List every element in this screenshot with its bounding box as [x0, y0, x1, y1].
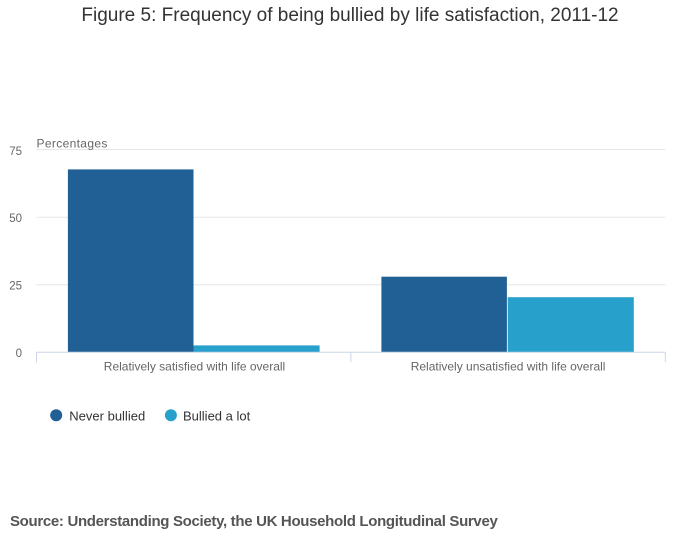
svg-text:Never bullied: Never bullied: [69, 409, 145, 424]
svg-text:25: 25: [9, 281, 22, 293]
svg-text:75: 75: [9, 146, 22, 158]
svg-text:50: 50: [9, 213, 22, 225]
svg-text:Percentages: Percentages: [37, 137, 108, 151]
svg-text:Bullied a lot: Bullied a lot: [183, 409, 251, 424]
svg-text:Relatively satisfied with life: Relatively satisfied with life overall: [104, 360, 285, 374]
svg-text:0: 0: [16, 348, 22, 360]
svg-text:Relatively unsatisfied with li: Relatively unsatisfied with life overall: [411, 360, 606, 374]
